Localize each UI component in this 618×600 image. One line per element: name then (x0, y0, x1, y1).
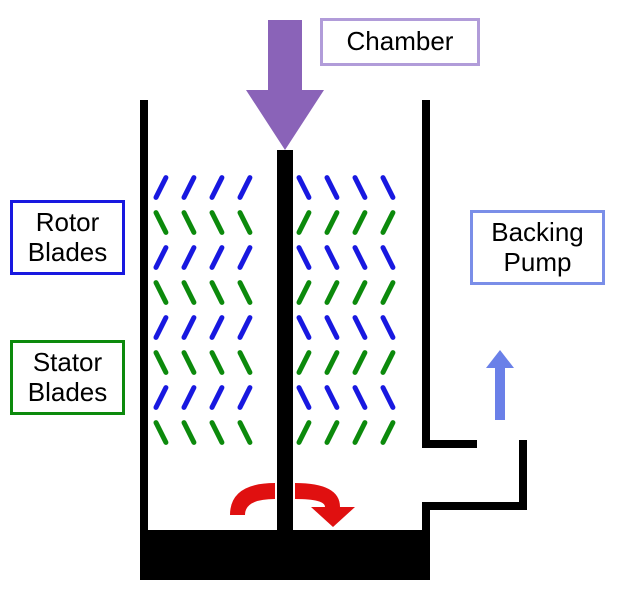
rotor-blades-label-text: Rotor Blades (28, 208, 108, 268)
pump-diagram (0, 0, 618, 600)
backing-pump-label: Backing Pump (470, 210, 605, 285)
backing-pump-label-text: Backing Pump (491, 218, 584, 278)
stator-blades-label: Stator Blades (10, 340, 125, 415)
chamber-label: Chamber (320, 18, 480, 66)
stator-blades-label-text: Stator Blades (28, 348, 108, 408)
chamber-label-text: Chamber (347, 27, 454, 57)
rotor-blades-label: Rotor Blades (10, 200, 125, 275)
